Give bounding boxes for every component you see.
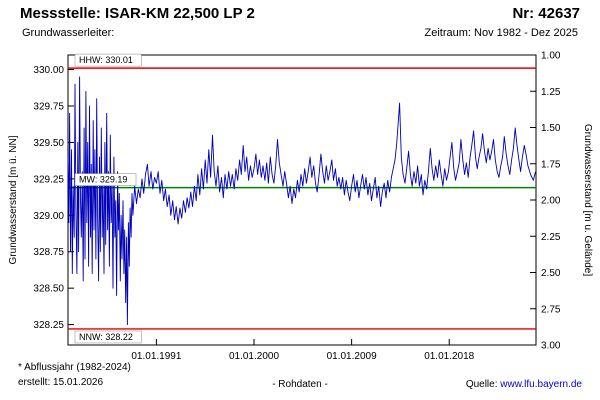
x-tick-label: 01.01.2018 bbox=[424, 351, 474, 362]
reference-label: NNW: 328.22 bbox=[79, 332, 133, 342]
y-tick-left-label: 328.75 bbox=[33, 247, 64, 258]
reference-label-box bbox=[74, 53, 142, 67]
aquifer-label: Grundwasserleiter: bbox=[22, 27, 115, 39]
y-tick-right-label: 2.00 bbox=[541, 196, 561, 207]
y-tick-right-label: 1.00 bbox=[541, 51, 561, 62]
x-tick-label: 01.01.2000 bbox=[229, 351, 279, 362]
series-rohdaten bbox=[67, 76, 536, 326]
source: Quelle: www.lfu.bayern.de bbox=[466, 379, 582, 390]
y-tick-left-label: 329.75 bbox=[33, 102, 64, 113]
rohdaten-label: - Rohdaten - bbox=[272, 379, 328, 390]
y-tick-right-label: 1.50 bbox=[541, 123, 561, 134]
y-axis-title-right: Grundwasserstand [m u. Gelände] bbox=[582, 124, 593, 277]
y-tick-left-label: 328.25 bbox=[33, 320, 64, 331]
y-tick-left-label: 328.50 bbox=[33, 284, 64, 295]
reference-label-box bbox=[74, 330, 142, 344]
created-label: erstellt: 15.01.2026 bbox=[18, 377, 104, 388]
source-link[interactable]: www.lfu.bayern.de bbox=[500, 379, 582, 390]
y-tick-right-label: 1.75 bbox=[541, 159, 561, 170]
x-tick-label: 01.01.2009 bbox=[327, 351, 377, 362]
x-tick-label: 01.01.1991 bbox=[131, 351, 181, 362]
reference-label: HHW: 330.01 bbox=[79, 55, 133, 65]
y-tick-right-label: 1.25 bbox=[541, 87, 561, 98]
source-label: Quelle: bbox=[465, 379, 501, 390]
y-axis-title-left: Grundwasserstand [m ü. NN] bbox=[8, 135, 19, 264]
reference-label: MW: 329.19 bbox=[79, 175, 127, 185]
period-label: Zeitraum: Nov 1982 - Dez 2025 bbox=[424, 27, 578, 39]
y-tick-left-label: 329.50 bbox=[33, 138, 64, 149]
y-tick-right-label: 2.75 bbox=[541, 304, 561, 315]
y-tick-left-label: 330.00 bbox=[33, 65, 64, 76]
y-tick-left-label: 329.25 bbox=[33, 174, 64, 185]
y-tick-right-label: 2.25 bbox=[541, 232, 561, 243]
page-title: Messstelle: ISAR-KM 22,500 LP 2 bbox=[20, 5, 255, 22]
y-tick-right-label: 3.00 bbox=[541, 341, 561, 352]
y-tick-left-label: 329.00 bbox=[33, 211, 64, 222]
footnote-abflussjahr: * Abflussjahr (1982-2024) bbox=[18, 362, 131, 373]
plot-border bbox=[67, 54, 537, 346]
station-number: Nr: 42637 bbox=[512, 5, 580, 22]
reference-label-box bbox=[74, 173, 137, 186]
y-tick-right-label: 2.50 bbox=[541, 268, 561, 279]
